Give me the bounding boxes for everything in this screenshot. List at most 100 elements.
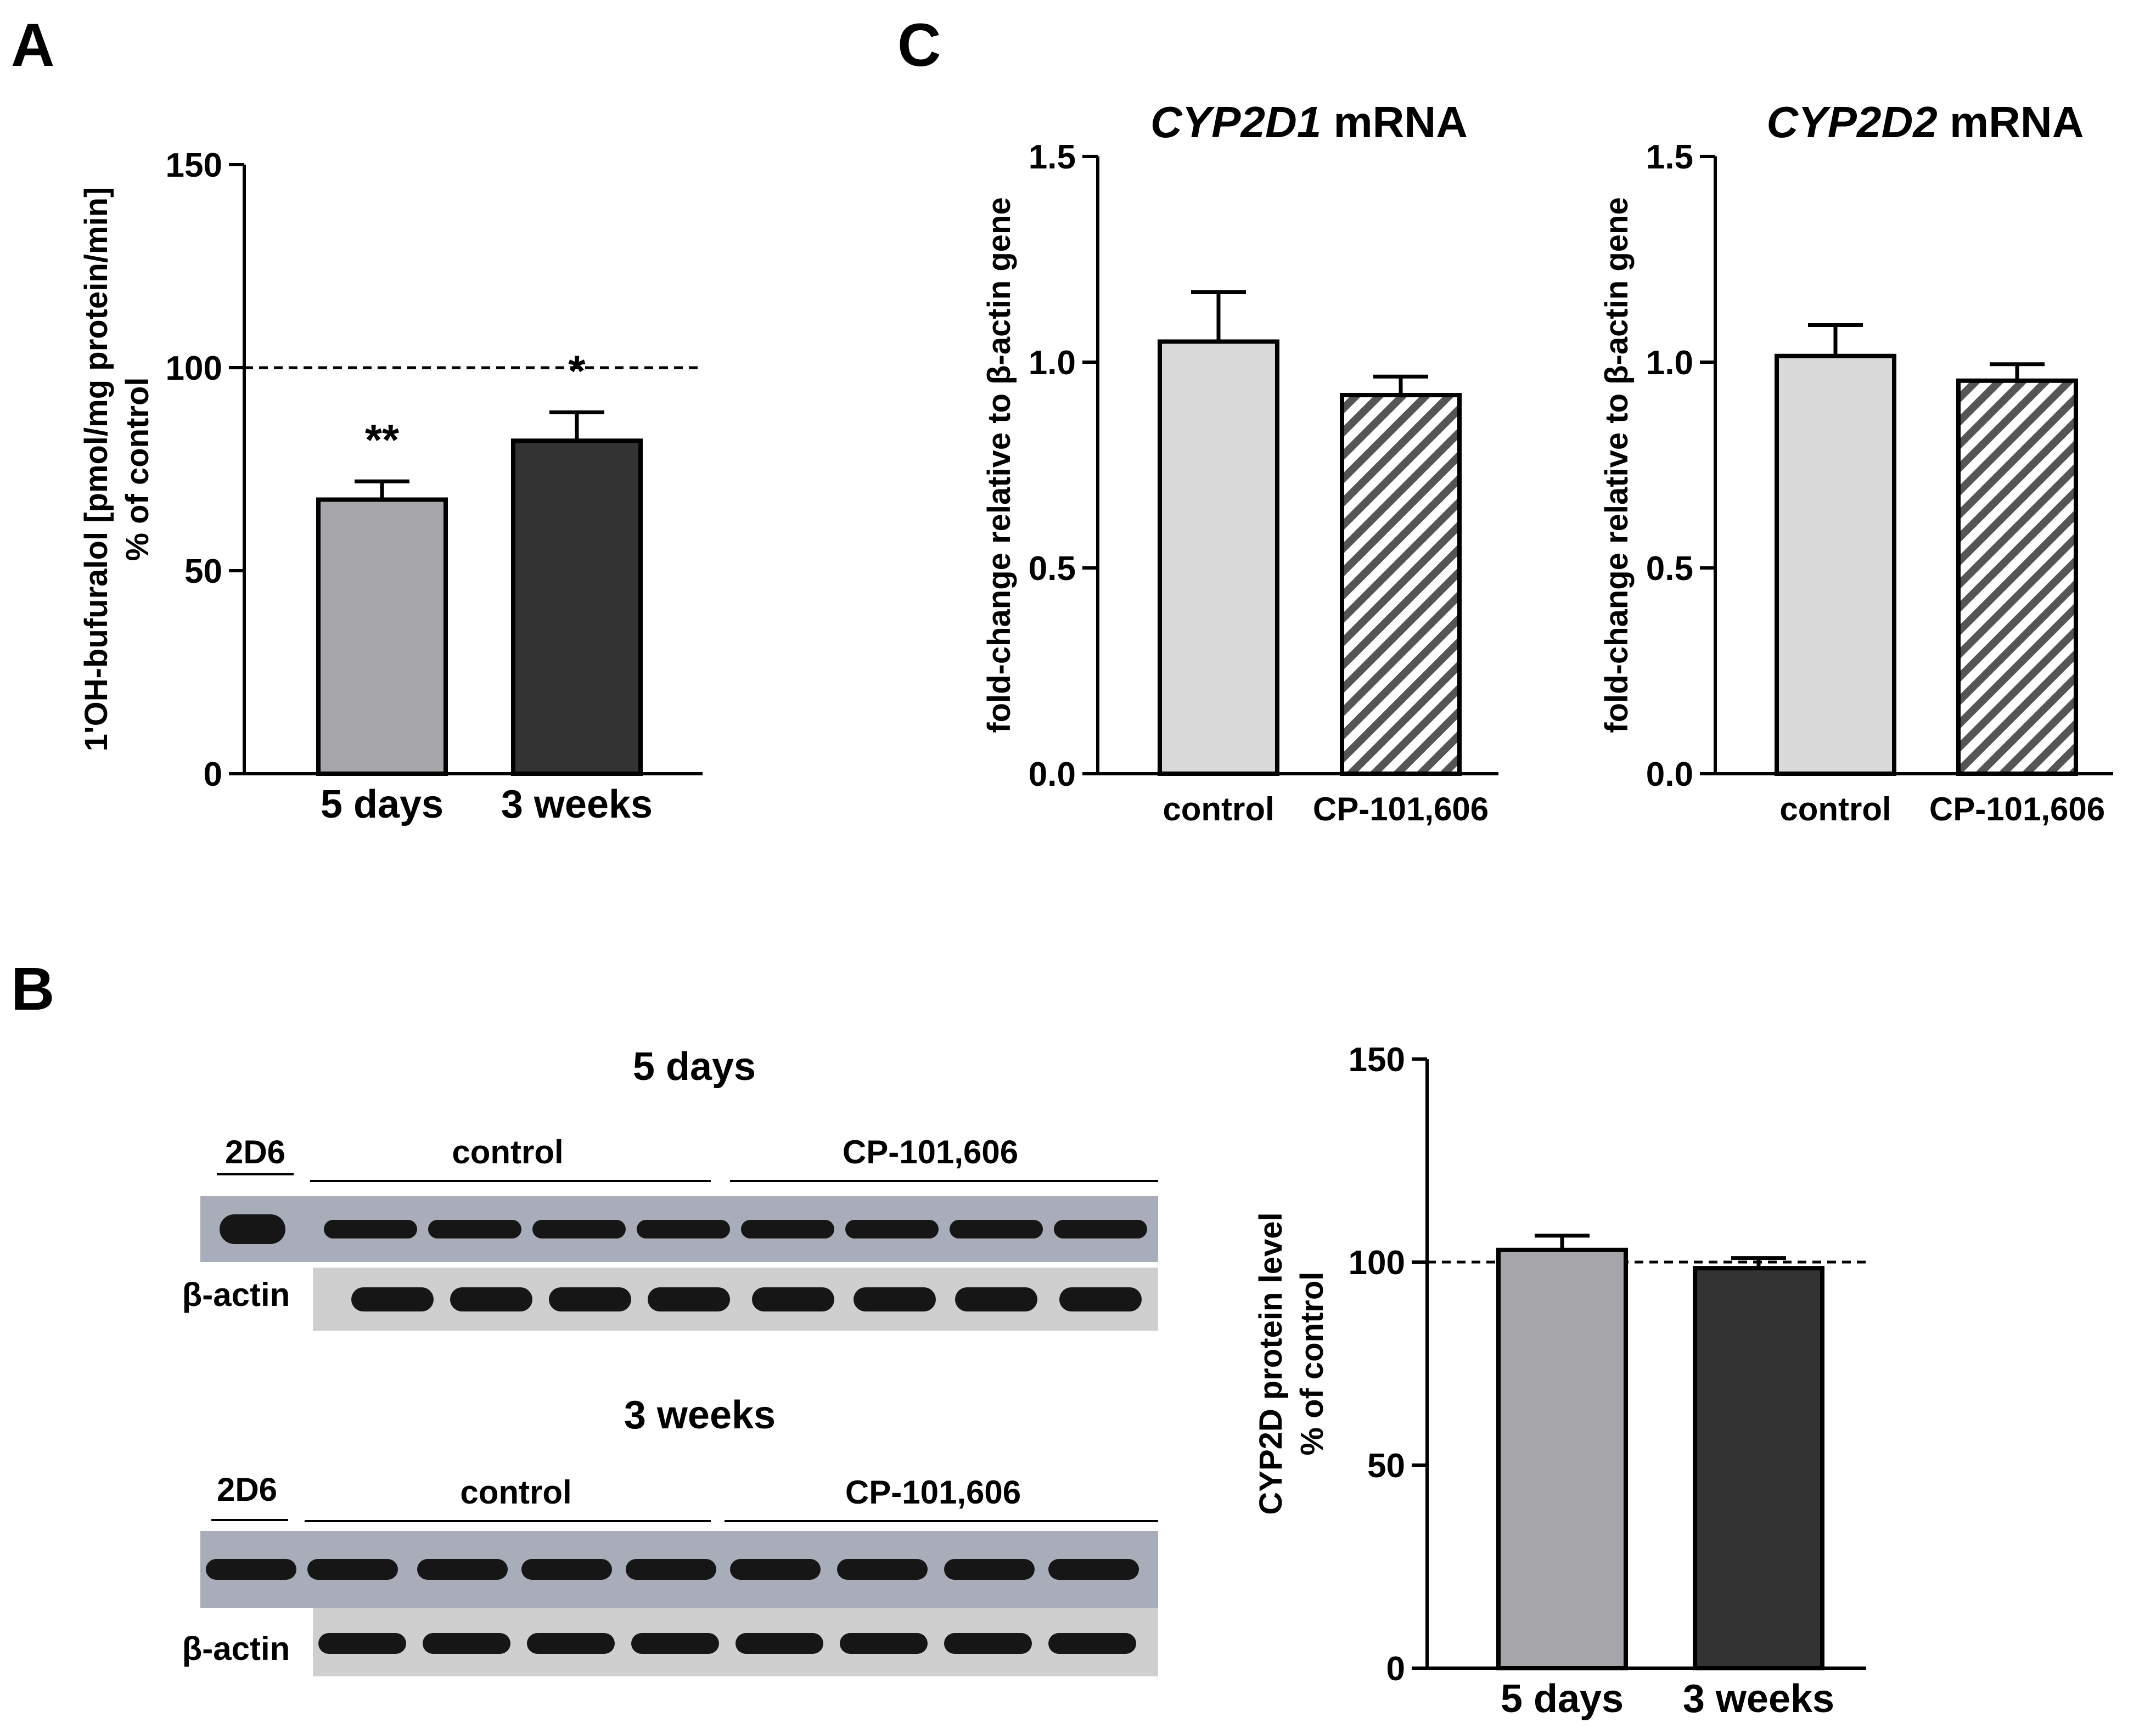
blot-band [549,1287,631,1311]
y-tick-label: 50 [184,553,222,590]
y-tick-label: 100 [166,350,222,387]
panel-letter-c: C [897,12,941,79]
y-tick-label: 1.5 [1029,138,1076,176]
y-tick-label: 50 [1367,1447,1405,1485]
y-tick-label: 150 [1349,1041,1405,1079]
blot-actin-label: β-actin [182,1630,290,1667]
y-axis-label-line1: 1'OH-bufuralol [pmol/mg protein/min] [78,187,114,752]
blot-band [307,1559,398,1580]
bar [511,438,643,776]
blot-actin-bands [318,1633,1136,1654]
chart-title-rest: mRNA [1321,98,1468,147]
bar [1496,1247,1628,1671]
blot-band [1059,1287,1142,1311]
chart-title-italic: CYP2D2 [1767,98,1938,147]
significance-marker: ** [365,415,400,464]
blot-band [417,1559,508,1580]
category-label: control [1163,791,1274,827]
category-label: 3 weeks [1683,1677,1834,1721]
y-axis-label-line2: % of control [120,377,155,561]
blot-band [532,1220,626,1238]
panel-letter-b: B [11,955,54,1023]
chart-c-cyp2d2: 0.0 0.5 1.0 1.5 fold-change relative to β-ac… [1599,98,2113,827]
western-blot-3-weeks: 3 weeks 2D6 control CP-101,606 β-actin [182,1393,1158,1676]
y-axis-label: fold-change relative to β-actin gene [1599,197,1635,733]
blot-band [318,1633,406,1654]
blot-band [752,1287,834,1311]
y-tick-label: 0.0 [1646,756,1693,793]
blot-group2-label: CP-101,606 [843,1134,1018,1170]
blot-band [220,1214,285,1244]
category-label: CP-101,606 [1929,791,2105,827]
bar [1693,1266,1824,1671]
chart-title-rest: mRNA [1938,98,2084,147]
bar [1158,339,1279,776]
category-label: control [1779,791,1891,827]
blot-cyp2d-bands [206,1559,1139,1580]
chart-b-protein: 0 50 100 150 CYP2D protein level% of control… [1253,1041,1866,1721]
western-blot-5-days: 5 days 2D6 control CP-101,606 β-actin [182,1045,1158,1331]
blot-cyp2d-bands [220,1214,1147,1244]
bar [1775,353,1896,776]
blot-band [324,1220,417,1238]
category-label: 5 days [321,782,443,826]
y-tick-label: 0.5 [1029,550,1076,588]
blot-band [854,1287,936,1311]
blot-group1-label: control [460,1474,571,1511]
blot-band [206,1559,296,1580]
blot-band [735,1633,823,1654]
y-axis-label: fold-change relative to β-actin gene [981,197,1017,733]
y-tick-label: 1.0 [1029,344,1076,382]
blot-band [1048,1633,1136,1654]
blot-band [521,1559,612,1580]
y-tick-label: 150 [166,147,222,184]
blot-band [955,1287,1037,1311]
y-tick-label: 0.5 [1646,550,1693,588]
blot-group2-label: CP-101,606 [845,1474,1021,1511]
blot-standard-label: 2D6 [217,1471,277,1508]
chart-a: 0 50 100 150 1'OH-bufuralol [pmol/mg protein… [78,147,703,826]
y-axis-label-line1: CYP2D protein level [1253,1212,1289,1515]
blot-standard-label: 2D6 [225,1134,285,1170]
blot-band [845,1220,939,1238]
y-tick-label: 0 [204,756,222,793]
chart-title: CYP2D1 mRNA [1150,98,1468,147]
category-label: 5 days [1501,1677,1624,1721]
blot-title: 3 weeks [624,1393,776,1437]
blot-band [626,1559,716,1580]
blot-band [944,1633,1032,1654]
blot-band [351,1287,434,1311]
chart-title: CYP2D2 mRNA [1767,98,2084,147]
blot-band [741,1220,834,1238]
blot-band [837,1559,928,1580]
blot-band [423,1633,510,1654]
significance-marker: * [568,346,586,395]
y-tick-label: 100 [1349,1244,1405,1282]
blot-band [944,1559,1035,1580]
category-label: 3 weeks [501,782,653,826]
y-tick-label: 1.5 [1646,138,1693,176]
y-tick-label: 0.0 [1029,756,1076,793]
blot-actin-label: β-actin [182,1276,290,1313]
chart-c-cyp2d1: 0.0 0.5 1.0 1.5 fold-change relative to β-ac… [981,98,1498,827]
bar [1956,378,2078,776]
blot-group1-label: control [452,1134,563,1170]
panel-letter-a: A [11,12,54,79]
blot-band [527,1633,615,1654]
blot-band [637,1220,730,1238]
y-tick-label: 1.0 [1646,344,1693,382]
blot-band [450,1287,532,1311]
blot-title: 5 days [633,1045,756,1089]
blot-band [1048,1559,1139,1580]
chart-title-italic: CYP2D1 [1150,98,1321,147]
y-tick-label: 0 [1386,1650,1405,1688]
bar [316,497,448,776]
bar [1340,393,1462,776]
blot-band [730,1559,821,1580]
blot-band [648,1287,730,1311]
blot-band [1054,1220,1147,1238]
y-axis-label-line2: % of control [1294,1271,1330,1455]
category-label: CP-101,606 [1313,791,1489,827]
blot-band [428,1220,521,1238]
